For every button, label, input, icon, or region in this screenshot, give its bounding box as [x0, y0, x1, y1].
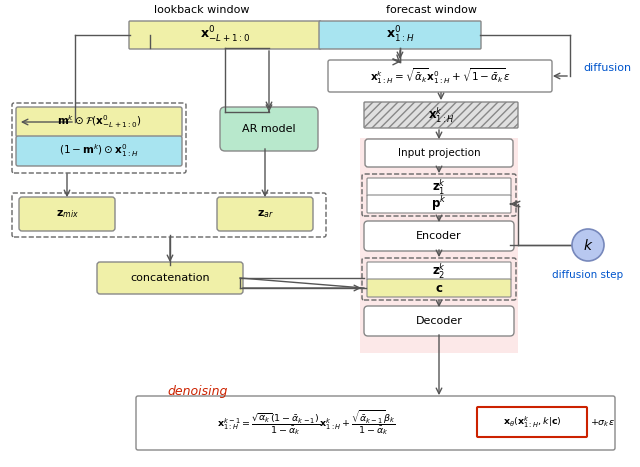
Text: $\mathbf{x}^{k-1}_{1:H} = \dfrac{\sqrt{\alpha_k}(1-\bar{\alpha}_{k-1})}{1-\bar{\: $\mathbf{x}^{k-1}_{1:H} = \dfrac{\sqrt{\… [217, 409, 396, 437]
Text: lookback window: lookback window [154, 5, 250, 15]
FancyBboxPatch shape [16, 136, 182, 166]
FancyBboxPatch shape [19, 197, 115, 231]
FancyBboxPatch shape [364, 221, 514, 251]
FancyBboxPatch shape [217, 197, 313, 231]
FancyBboxPatch shape [364, 306, 514, 336]
FancyBboxPatch shape [97, 262, 243, 294]
Text: diffusion: diffusion [583, 63, 631, 73]
Text: $\mathbf{x}_\theta(\mathbf{x}^k_{1:H}, k|\mathbf{c})$: $\mathbf{x}_\theta(\mathbf{x}^k_{1:H}, k… [502, 414, 561, 430]
FancyBboxPatch shape [16, 107, 182, 137]
FancyBboxPatch shape [367, 178, 511, 196]
Text: denoising: denoising [168, 384, 228, 397]
Circle shape [572, 229, 604, 261]
Text: $\mathbf{z}_{ar}$: $\mathbf{z}_{ar}$ [257, 208, 273, 220]
FancyBboxPatch shape [477, 407, 587, 437]
Text: Input projection: Input projection [397, 148, 480, 158]
Text: concatenation: concatenation [130, 273, 210, 283]
FancyBboxPatch shape [319, 21, 481, 49]
Text: diffusion step: diffusion step [552, 270, 623, 280]
FancyBboxPatch shape [367, 279, 511, 297]
Text: $\mathbf{x}^0_{1:H}$: $\mathbf{x}^0_{1:H}$ [386, 25, 414, 45]
Text: forecast window: forecast window [387, 5, 477, 15]
FancyBboxPatch shape [367, 195, 511, 213]
Text: $\mathbf{x}^0_{-L+1:0}$: $\mathbf{x}^0_{-L+1:0}$ [200, 25, 250, 45]
FancyBboxPatch shape [328, 60, 552, 92]
Text: $\mathbf{x}^k_{1:H} = \sqrt{\bar{\alpha}_k}\mathbf{x}^0_{1:H} + \sqrt{1-\bar{\al: $\mathbf{x}^k_{1:H} = \sqrt{\bar{\alpha}… [370, 66, 510, 86]
Text: $k$: $k$ [583, 238, 593, 253]
Text: $\mathbf{x}^k_{1:H}$: $\mathbf{x}^k_{1:H}$ [428, 105, 454, 125]
FancyBboxPatch shape [129, 21, 321, 49]
FancyBboxPatch shape [365, 139, 513, 167]
FancyBboxPatch shape [220, 107, 318, 151]
Text: AR model: AR model [242, 124, 296, 134]
FancyBboxPatch shape [364, 102, 518, 128]
Bar [360, 138, 518, 353]
Text: Decoder: Decoder [415, 316, 463, 326]
Text: $\mathbf{z}^k_2$: $\mathbf{z}^k_2$ [432, 262, 446, 281]
Text: $\mathbf{m}^k \odot \mathcal{F}(\mathbf{x}^0_{-L+1:0})$: $\mathbf{m}^k \odot \mathcal{F}(\mathbf{… [56, 113, 141, 130]
Text: Encoder: Encoder [416, 231, 462, 241]
Text: $(1-\mathbf{m}^k) \odot \mathbf{x}^0_{1:H}$: $(1-\mathbf{m}^k) \odot \mathbf{x}^0_{1:… [60, 142, 139, 159]
Text: $\mathbf{p}^k$: $\mathbf{p}^k$ [431, 195, 447, 213]
Text: $+ \sigma_k\epsilon$: $+ \sigma_k\epsilon$ [589, 417, 614, 429]
Text: $\mathbf{z}_{mix}$: $\mathbf{z}_{mix}$ [56, 208, 79, 220]
Text: $\mathbf{z}^k_1$: $\mathbf{z}^k_1$ [432, 177, 446, 197]
FancyBboxPatch shape [367, 262, 511, 280]
FancyBboxPatch shape [136, 396, 615, 450]
Text: $\mathbf{c}$: $\mathbf{c}$ [435, 282, 443, 295]
